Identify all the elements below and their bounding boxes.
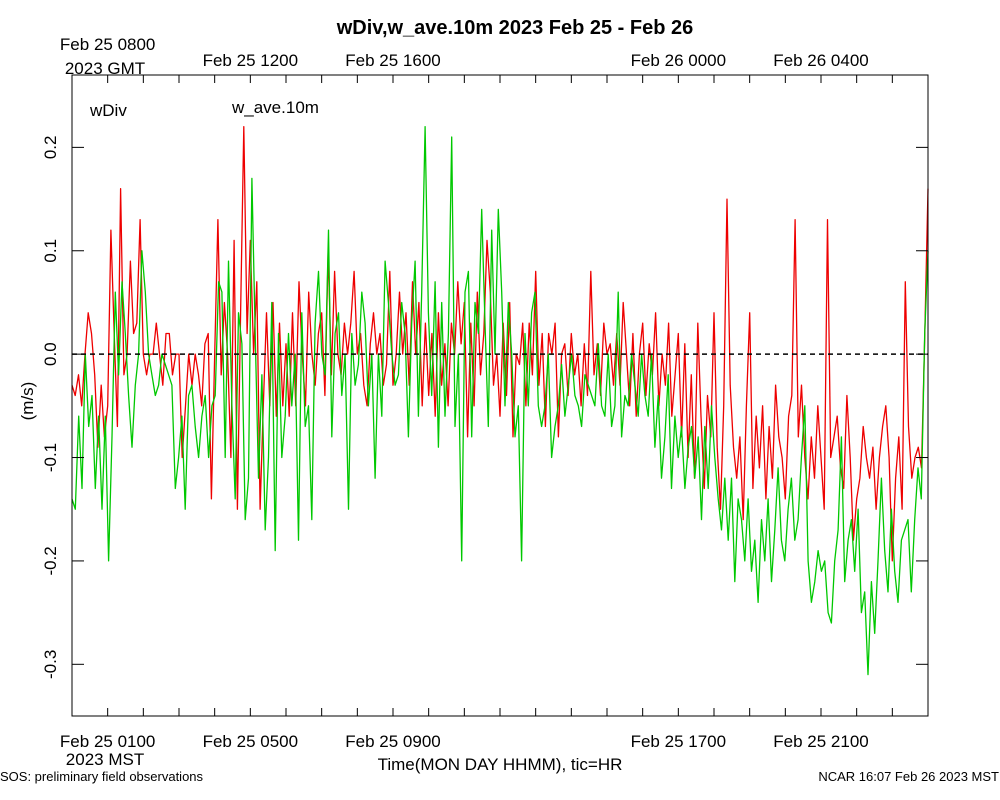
- y-tick-label: 0.1: [41, 239, 60, 263]
- y-tick-label: -0.1: [41, 443, 60, 472]
- y-tick-label: 0.2: [41, 136, 60, 160]
- y-axis-label: (m/s): [18, 382, 37, 421]
- chart-title: wDiv,w_ave.10m 2023 Feb 25 - Feb 26: [336, 17, 693, 39]
- x-axis-label: Time(MON DAY HHMM), tic=HR: [378, 755, 623, 774]
- y-tick-label: -0.2: [41, 546, 60, 575]
- series-layer: [71, 126, 929, 676]
- bottom-axis-label: Feb 25 0100: [60, 732, 155, 751]
- bottom-axis-label: Feb 25 1700: [631, 732, 726, 751]
- top-axis-label: Feb 25 0800: [60, 35, 155, 54]
- series-line-wdiv: [71, 126, 929, 562]
- top-axis-label: Feb 25 1600: [345, 51, 440, 70]
- footer-source: SOS: preliminary field observations: [0, 769, 204, 784]
- bottom-axis-timezone: 2023 MST: [66, 750, 144, 769]
- legend-w-ave-10m: w_ave.10m: [231, 98, 319, 117]
- series-line-w-ave-10m: [71, 126, 929, 676]
- top-axis-timezone: 2023 GMT: [65, 59, 145, 78]
- y-axis-ticks: -0.3 -0.2 -0.1 0.0 0.1 0.2: [41, 136, 928, 679]
- bottom-axis-label: Feb 25 2100: [773, 732, 868, 751]
- y-tick-label: 0.0: [41, 342, 60, 366]
- top-axis-label: Feb 25 1200: [203, 51, 298, 70]
- top-axis-label: Feb 26 0000: [631, 51, 726, 70]
- bottom-axis-label: Feb 25 0900: [345, 732, 440, 751]
- x-axis-ticks: Feb 25 0800 Feb 25 1200 Feb 25 1600 Feb 26 …: [60, 35, 929, 751]
- bottom-axis-label: Feb 25 0500: [203, 732, 298, 751]
- legend-wdiv: wDiv: [89, 101, 127, 120]
- top-axis-label: Feb 26 0400: [773, 51, 868, 70]
- y-tick-label: -0.3: [41, 650, 60, 679]
- footer-stamp: NCAR 16:07 Feb 26 2023 MST: [818, 769, 999, 784]
